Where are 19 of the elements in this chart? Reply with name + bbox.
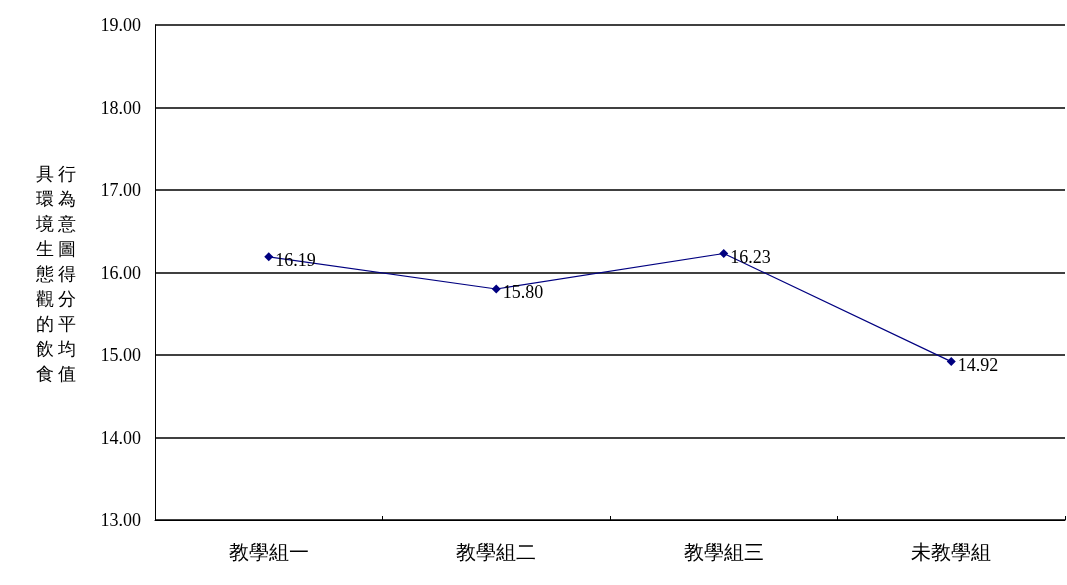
data-label: 16.23 [730, 246, 771, 267]
point [719, 249, 729, 259]
data-label: 14.92 [957, 354, 999, 375]
y-tick-label: 15.00 [100, 345, 141, 365]
point [946, 357, 956, 367]
y-tick-label: 16.00 [100, 262, 141, 283]
x-tick-label: 教學組三 [683, 541, 764, 563]
x-tick-label: 教學組一 [228, 541, 309, 563]
y-tick-label: 17.00 [100, 180, 141, 200]
text: 具環境生態觀的飲食行為意圖得分平均值 [36, 163, 76, 384]
y-tick-label: 18.00 [100, 97, 141, 118]
data-label: 15.80 [502, 282, 544, 302]
y-tick-label: 19.00 [100, 15, 141, 35]
x-tick-label: 未教學組 [911, 541, 992, 563]
y-tick-label: 14.00 [100, 427, 141, 448]
x-tick-label: 教學組二 [456, 541, 537, 563]
point [491, 284, 501, 294]
point [264, 252, 274, 262]
y-tick-label: 13.00 [100, 510, 141, 530]
